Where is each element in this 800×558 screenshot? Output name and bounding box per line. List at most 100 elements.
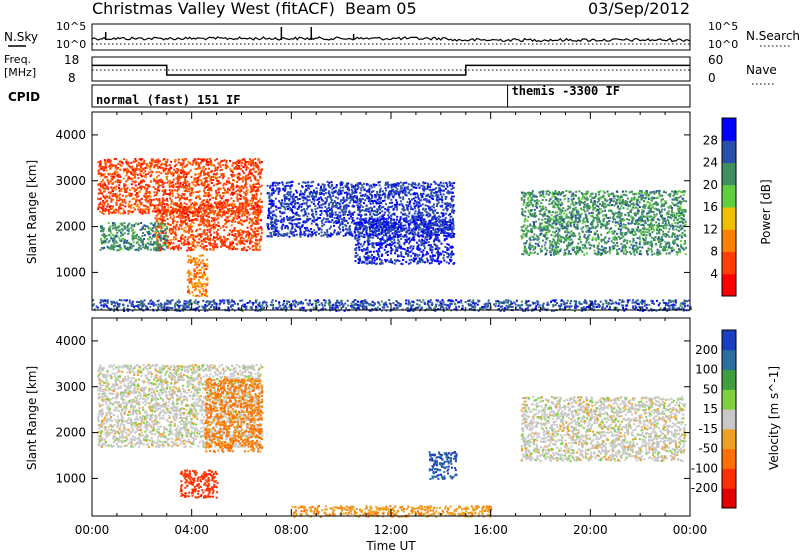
echo-pixel: [326, 213, 328, 215]
echo-pixel: [152, 210, 154, 212]
echo-pixel: [269, 200, 271, 202]
echo-pixel: [338, 189, 340, 191]
echo-pixel: [141, 175, 143, 177]
echo-pixel: [242, 187, 244, 189]
echo-pixel: [233, 246, 235, 248]
echo-pixel: [435, 228, 437, 230]
echo-pixel: [99, 163, 101, 165]
echo-pixel: [187, 286, 189, 288]
echo-pixel: [346, 196, 348, 198]
echo-pixel: [285, 208, 287, 210]
echo-pixel: [188, 270, 190, 272]
echo-pixel: [288, 236, 290, 238]
echo-pixel: [166, 240, 168, 242]
echo-pixel: [332, 214, 334, 216]
echo-pixel: [216, 194, 218, 196]
echo-pixel: [145, 176, 147, 178]
echo-pixel: [364, 199, 366, 201]
echo-pixel: [153, 180, 155, 182]
echo-pixel: [194, 168, 196, 170]
echo-pixel: [247, 246, 249, 248]
nsearch-axis-bottom: 10^0: [708, 38, 738, 51]
echo-pixel: [152, 159, 154, 161]
echo-pixel: [344, 224, 346, 226]
echo-pixel: [181, 228, 183, 230]
echo-pixel: [184, 236, 186, 238]
echo-pixel: [116, 245, 118, 247]
echo-pixel: [417, 196, 419, 198]
echo-pixel: [206, 180, 208, 182]
echo-pixel: [333, 232, 335, 234]
echo-pixel: [184, 231, 186, 233]
echo-pixel: [156, 238, 158, 240]
echo-pixel: [233, 188, 235, 190]
echo-pixel: [148, 233, 150, 235]
echo-pixel: [135, 172, 137, 174]
echo-pixel: [119, 248, 121, 250]
echo-pixel: [192, 245, 194, 247]
echo-pixel: [110, 163, 112, 165]
echo-pixel: [247, 178, 249, 180]
echo-pixel: [154, 234, 156, 236]
echo-pixel: [210, 189, 212, 191]
echo-pixel: [296, 223, 298, 225]
echo-pixel: [112, 193, 114, 195]
echo-pixel: [183, 185, 185, 187]
echo-pixel: [251, 219, 253, 221]
echo-pixel: [237, 194, 239, 196]
echo-pixel: [144, 170, 146, 172]
echo-pixel: [203, 232, 205, 234]
echo-pixel: [160, 246, 162, 248]
echo-pixel: [360, 216, 362, 218]
echo-pixel: [435, 182, 437, 184]
echo-pixel: [158, 190, 160, 192]
echo-pixel: [438, 184, 440, 186]
echo-pixel: [202, 260, 204, 262]
echo-pixel: [294, 207, 296, 209]
echo-pixel: [190, 234, 192, 236]
echo-pixel: [427, 186, 429, 188]
echo-pixel: [150, 181, 152, 183]
echo-pixel: [133, 241, 135, 243]
echo-pixel: [368, 197, 370, 199]
echo-pixel: [182, 169, 184, 171]
echo-pixel: [119, 194, 121, 196]
echo-pixel: [185, 243, 187, 245]
echo-pixel: [192, 164, 194, 166]
echo-pixel: [162, 186, 164, 188]
echo-pixel: [104, 202, 106, 204]
echo-pixel: [114, 188, 116, 190]
echo-pixel: [377, 182, 379, 184]
echo-pixel: [257, 187, 259, 189]
echo-pixel: [246, 216, 248, 218]
echo-pixel: [415, 196, 417, 198]
echo-pixel: [164, 220, 166, 222]
echo-pixel: [245, 197, 247, 199]
echo-pixel: [112, 211, 114, 213]
echo-pixel: [112, 190, 114, 192]
echo-pixel: [203, 245, 205, 247]
echo-pixel: [182, 176, 184, 178]
echo-pixel: [206, 263, 208, 265]
echo-pixel: [198, 195, 200, 197]
echo-pixel: [232, 170, 234, 172]
echo-pixel: [149, 191, 151, 193]
echo-pixel: [98, 206, 100, 208]
echo-pixel: [249, 248, 251, 250]
echo-pixel: [106, 170, 108, 172]
echo-pixel: [193, 286, 195, 288]
echo-pixel: [299, 233, 301, 235]
echo-pixel: [188, 218, 190, 220]
echo-pixel: [186, 203, 188, 205]
echo-pixel: [198, 197, 200, 199]
echo-pixel: [419, 227, 421, 229]
echo-pixel: [253, 169, 255, 171]
echo-pixel: [439, 216, 441, 218]
echo-pixel: [207, 172, 209, 174]
echo-pixel: [165, 176, 167, 178]
echo-pixel: [258, 179, 260, 181]
echo-pixel: [258, 249, 260, 251]
echo-pixel: [268, 228, 270, 230]
echo-pixel: [434, 210, 436, 212]
echo-pixel: [245, 183, 247, 185]
